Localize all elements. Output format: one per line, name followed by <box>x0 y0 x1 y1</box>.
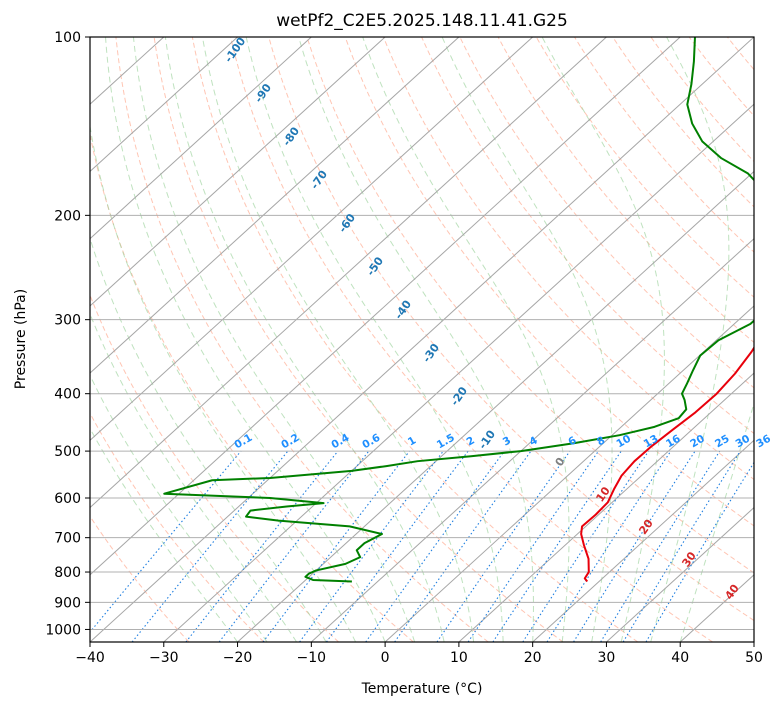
moist-adiabat <box>679 401 754 642</box>
y-tick-label: 900 <box>54 595 81 611</box>
isotherm-line <box>384 305 754 642</box>
y-tick-label: 500 <box>54 444 81 460</box>
isotherm-line <box>458 372 754 642</box>
dry-adiabat <box>115 37 489 642</box>
isotherm-line <box>310 237 754 642</box>
profile-curves <box>163 37 754 583</box>
isotherm-line <box>532 439 754 642</box>
mixing-ratio-line <box>573 450 696 642</box>
dry-adiabat <box>497 37 754 344</box>
x-tick-label: −30 <box>149 650 179 666</box>
y-axis-label: Pressure (hPa) <box>13 289 29 389</box>
axes: −40 −30 −20 −10 0 10 20 30 40 50 1000 900 800 700 600 5… <box>45 30 763 666</box>
profile-line <box>580 346 754 583</box>
x-tick-label: −20 <box>223 650 253 666</box>
moist-adiabat <box>541 37 665 642</box>
isotherm-line <box>90 37 238 173</box>
y-tick-label: 700 <box>54 531 81 547</box>
dry-adiabat <box>90 412 265 642</box>
dry-adiabat <box>191 37 639 642</box>
y-tick-label: 1000 <box>45 622 81 638</box>
dry-adiabat <box>382 37 754 481</box>
x-tick-label: 20 <box>524 650 542 666</box>
isotherm-line <box>237 170 754 642</box>
dry-adiabat <box>459 37 754 389</box>
moist-adiabat <box>90 123 357 642</box>
mixing-ratio-line <box>522 450 650 642</box>
mixing-ratio-line <box>365 450 505 642</box>
moist-adiabat <box>164 37 445 642</box>
mixing-ratio-line <box>262 450 410 642</box>
dry-adiabat <box>306 37 754 574</box>
moist-adiabat <box>298 37 534 642</box>
x-tick-label: 10 <box>450 650 468 666</box>
isotherm-line <box>90 37 386 307</box>
y-tick-label: 800 <box>54 565 81 581</box>
background-lines <box>90 37 754 642</box>
moist-adiabat <box>90 374 268 642</box>
isotherm-line <box>90 37 460 374</box>
x-tick-label: −40 <box>75 650 105 666</box>
moist-adiabat <box>362 37 570 642</box>
moist-adiabat <box>90 427 238 642</box>
y-tick-label: 600 <box>54 491 81 507</box>
mixing-ratio-line <box>436 450 571 642</box>
mixing-ratio-line <box>622 450 741 642</box>
moist-adiabat <box>90 236 327 642</box>
x-tick-label: 40 <box>671 650 689 666</box>
y-tick-label: 200 <box>54 208 81 224</box>
mixing-ratio-line <box>185 450 339 642</box>
moist-adiabat <box>441 37 613 642</box>
x-tick-label: 30 <box>598 650 616 666</box>
isotherm-line <box>90 37 534 442</box>
plot-frame <box>89 36 755 643</box>
isotherm-line <box>90 37 754 642</box>
dry-adiabat <box>421 37 754 435</box>
moist-adiabat <box>201 37 475 642</box>
profile-line <box>163 37 754 583</box>
dry-adiabat <box>535 37 754 298</box>
isotherm-line <box>606 506 754 642</box>
x-tick-label: −10 <box>297 650 327 666</box>
y-tick-label: 100 <box>54 30 81 46</box>
x-tick-label: 50 <box>745 650 763 666</box>
mixing-ratio-line <box>131 450 289 642</box>
mixing-ratio-line <box>546 450 672 642</box>
isotherm-line <box>90 37 312 240</box>
mixing-ratio-line <box>299 450 444 642</box>
mixing-ratio-line <box>394 450 532 642</box>
isotherm-line <box>163 103 754 642</box>
x-axis-label: Temperature (°C) <box>361 681 483 697</box>
isotherm-line <box>90 37 607 509</box>
moist-adiabat <box>105 37 386 642</box>
mixing-ratio-line <box>90 450 242 633</box>
mixing-ratio-line <box>325 450 469 642</box>
moist-adiabat <box>650 37 730 642</box>
isotherm-line <box>90 37 681 576</box>
dry-adiabat <box>153 37 564 642</box>
x-tick-label: 0 <box>381 650 390 666</box>
mixing-ratio-line <box>492 450 622 642</box>
moist-adiabat <box>245 37 504 642</box>
dry-adiabat <box>344 37 754 527</box>
dry-adiabat <box>268 37 754 622</box>
y-tick-label: 300 <box>54 313 81 329</box>
y-tick-label: 400 <box>54 387 81 403</box>
chart-title: wetPf2_C2E5.2025.148.11.41.G25 <box>276 11 568 31</box>
mixing-ratio-line <box>467 450 599 642</box>
